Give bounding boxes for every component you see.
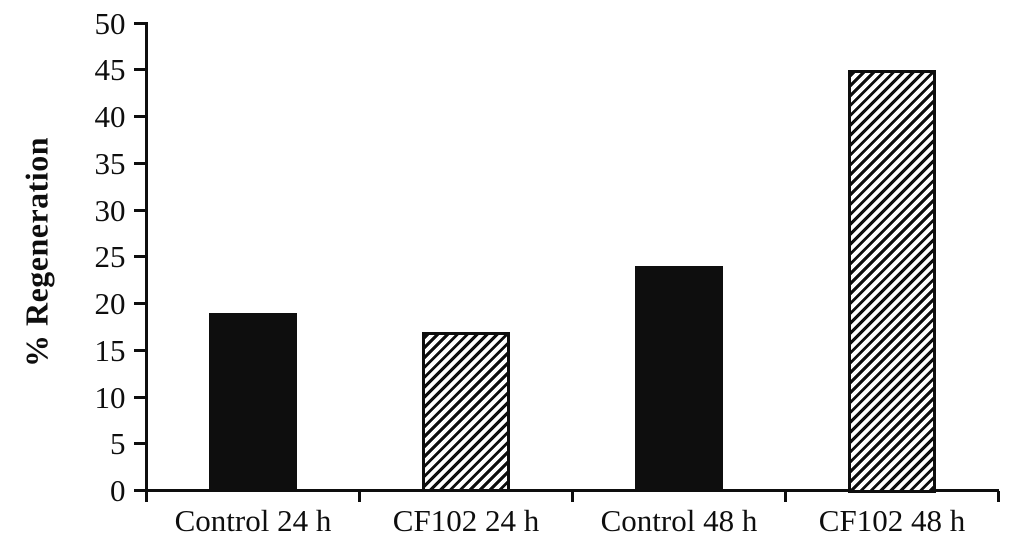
- y-tick-mark: [133, 348, 147, 352]
- y-tick-label: 30: [94, 192, 126, 228]
- y-tick-mark: [133, 395, 147, 399]
- y-tick-label: 10: [94, 379, 126, 415]
- y-tick-label: 5: [110, 426, 126, 462]
- x-category-label: CF102 48 h: [818, 503, 966, 538]
- y-tick-mark: [133, 115, 147, 118]
- y-tick-mark: [133, 68, 147, 72]
- x-tick-mark: [784, 490, 787, 502]
- y-tick-label: 25: [94, 239, 126, 275]
- y-tick-label: 45: [94, 52, 126, 88]
- y-tick-label: 20: [94, 286, 126, 321]
- y-tick-mark: [133, 442, 147, 446]
- x-tick-mark: [358, 490, 361, 502]
- bar-cf102-48-h: [848, 69, 936, 493]
- x-category-label: Control 24 h: [174, 503, 332, 538]
- y-tick-mark: [133, 255, 147, 259]
- y-tick-mark: [133, 161, 147, 165]
- x-tick-mark: [145, 490, 148, 502]
- y-tick-mark: [133, 489, 147, 492]
- y-tick-mark: [133, 302, 147, 305]
- y-tick-label: 0: [110, 473, 126, 508]
- y-tick-label: 50: [94, 5, 126, 41]
- bar-control-48-h: [635, 266, 723, 493]
- x-category-label: CF102 24 h: [392, 503, 540, 538]
- y-tick-mark: [133, 21, 147, 25]
- x-category-label: Control 48 h: [600, 503, 758, 538]
- y-tick-label: 40: [94, 99, 126, 134]
- bar-control-24-h: [209, 312, 297, 493]
- x-tick-mark: [997, 490, 1000, 502]
- bar-cf102-24-h: [422, 331, 510, 493]
- y-tick-mark: [133, 208, 147, 212]
- y-tick-label: 35: [94, 145, 126, 181]
- y-axis-title: % Regeneration: [18, 136, 55, 368]
- y-axis-line: [145, 22, 148, 492]
- y-tick-label: 15: [94, 332, 126, 368]
- x-tick-mark: [571, 490, 574, 502]
